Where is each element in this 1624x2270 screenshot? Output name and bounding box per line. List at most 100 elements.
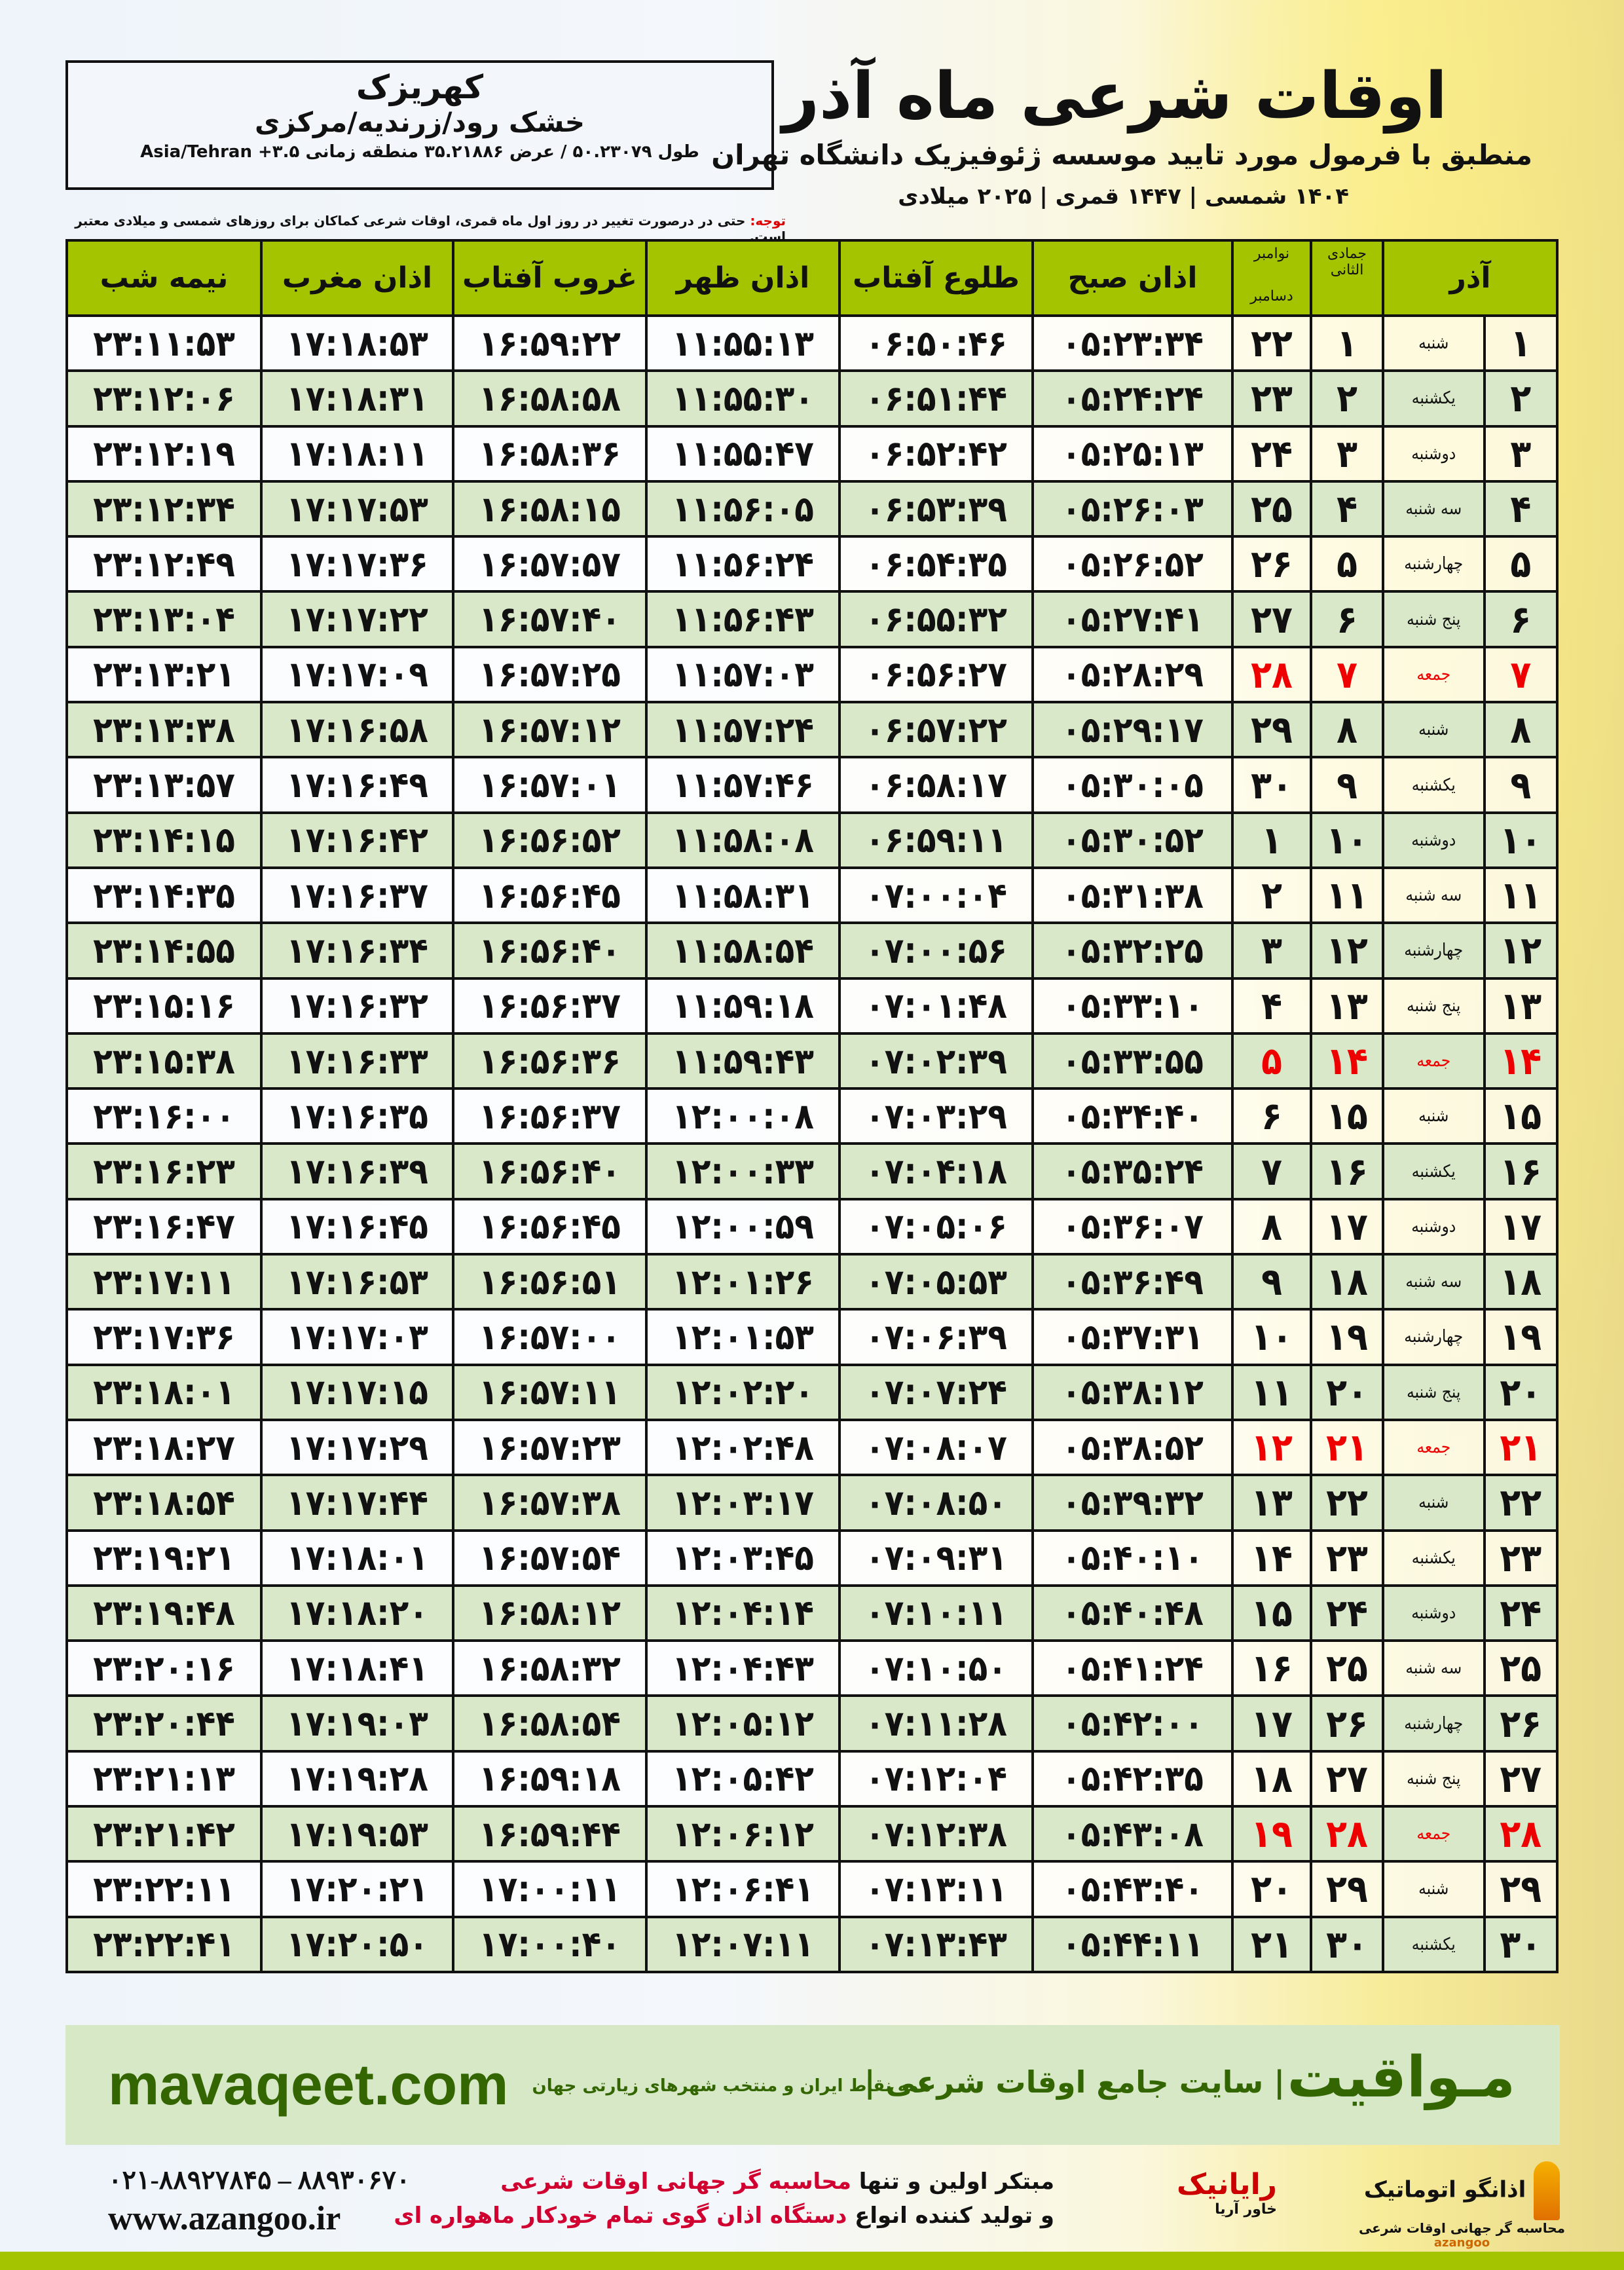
cell-gregorian-day: ۲۰: [1231, 1860, 1312, 1918]
cell-solar-day: ۲۵: [1483, 1639, 1559, 1698]
cell-gregorian-day: ۱۷: [1231, 1694, 1312, 1753]
cell-hijri-day: ۱۳: [1310, 977, 1384, 1035]
cell-gregorian-day: ۵: [1231, 1032, 1312, 1090]
site-url[interactable]: mavaqeet.com: [108, 2052, 509, 2117]
cell-weekday: جمعه: [1382, 645, 1486, 704]
dome-icon: [1534, 2161, 1560, 2220]
cell-hijri-day: ۳۰: [1310, 1915, 1384, 1973]
cell-fajr: ۰۵:۳۹:۳۲: [1031, 1474, 1234, 1532]
cell-hijri-day: ۱۰: [1310, 811, 1384, 869]
cell-solar-day: ۱۷: [1483, 1197, 1559, 1256]
cell-weekday: چهارشنبه: [1382, 1308, 1486, 1366]
cell-solar-day: ۲۰: [1483, 1363, 1559, 1421]
header-december: دسامبر: [1250, 288, 1293, 305]
cell-sunrise: ۰۷:۰۰:۵۶: [838, 921, 1034, 980]
cell-gregorian-day: ۴: [1231, 977, 1312, 1035]
cell-gregorian-day: ۶: [1231, 1087, 1312, 1145]
cell-maghrib: ۱۷:۱۶:۵۳: [260, 1253, 454, 1311]
cell-solar-day: ۱۳: [1483, 977, 1559, 1035]
cell-gregorian-day: ۱۴: [1231, 1529, 1312, 1587]
cell-maghrib: ۱۷:۱۶:۳۳: [260, 1032, 454, 1090]
cell-midnight: ۲۳:۱۸:۵۴: [65, 1474, 263, 1532]
cell-solar-day: ۹: [1483, 756, 1559, 814]
azangoo-url[interactable]: www.azangoo.ir: [108, 2200, 341, 2237]
cell-maghrib: ۱۷:۱۷:۰۹: [260, 645, 454, 704]
cell-fajr: ۰۵:۲۳:۳۴: [1031, 314, 1234, 373]
table-row: ۲۳:۲۱:۱۳ ۱۷:۱۹:۲۸ ۱۶:۵۹:۱۸ ۱۲:۰۵:۴۲ ۰۷:۱۲:۰۴…: [65, 1749, 1559, 1808]
cell-hijri-day: ۲۶: [1310, 1694, 1384, 1753]
header-november: نوامبر: [1253, 246, 1290, 262]
table-row: ۲۳:۱۹:۴۸ ۱۷:۱۸:۲۰ ۱۶:۵۸:۱۲ ۱۲:۰۴:۱۴ ۰۷:۱۰:۱۱…: [65, 1584, 1559, 1643]
rayanik-logo: رایانیک خاور آریا: [1177, 2168, 1277, 2218]
cell-solar-day: ۲۹: [1483, 1860, 1559, 1918]
cell-midnight: ۲۳:۱۷:۳۶: [65, 1308, 263, 1366]
promo-text: مبتکر اولین و تنها محاسبه گر جهانی اوقات…: [394, 2165, 1054, 2233]
page-title: اوقات شرعی ماه آذر: [782, 59, 1447, 134]
phone-numbers: ۰۲۱-۸۸۹۲۷۸۴۵ – ۸۸۹۳۰۶۷۰: [108, 2165, 411, 2195]
cell-hijri-day: ۶: [1310, 590, 1384, 648]
cell-gregorian-day: ۲۶: [1231, 535, 1312, 593]
cell-midnight: ۲۳:۱۴:۳۵: [65, 866, 263, 925]
cell-solar-day: ۴: [1483, 479, 1559, 538]
table-row: ۲۳:۱۱:۵۳ ۱۷:۱۸:۵۳ ۱۶:۵۹:۲۲ ۱۱:۵۵:۱۳ ۰۶:۵۰:۴۶…: [65, 314, 1559, 373]
cell-hijri-day: ۵: [1310, 535, 1384, 593]
cell-weekday: جمعه: [1382, 1418, 1486, 1477]
cell-sunset: ۱۷:۰۰:۱۱: [452, 1860, 648, 1918]
cell-weekday: شنبه: [1382, 1474, 1486, 1532]
cell-fajr: ۰۵:۲۴:۲۴: [1031, 369, 1234, 428]
cell-solar-day: ۳: [1483, 424, 1559, 483]
cell-dhuhr: ۱۱:۵۹:۴۳: [645, 1032, 841, 1090]
cell-weekday: شنبه: [1382, 1860, 1486, 1918]
cell-sunrise: ۰۷:۰۱:۴۸: [838, 977, 1034, 1035]
cell-sunrise: ۰۷:۱۳:۱۱: [838, 1860, 1034, 1918]
table-row: ۲۳:۱۶:۰۰ ۱۷:۱۶:۳۵ ۱۶:۵۶:۳۷ ۱۲:۰۰:۰۸ ۰۷:۰۳:۲۹…: [65, 1087, 1559, 1145]
cell-gregorian-day: ۲۲: [1231, 314, 1312, 373]
table-row: ۲۳:۲۲:۱۱ ۱۷:۲۰:۲۱ ۱۷:۰۰:۱۱ ۱۲:۰۶:۴۱ ۰۷:۱۳:۱۱…: [65, 1860, 1559, 1918]
cell-solar-day: ۲۲: [1483, 1474, 1559, 1532]
cell-gregorian-day: ۱۲: [1231, 1418, 1312, 1477]
cell-sunrise: ۰۷:۱۰:۵۰: [838, 1639, 1034, 1698]
cell-solar-day: ۱۱: [1483, 866, 1559, 925]
header-midnight: نیمه شب: [65, 239, 263, 317]
cell-gregorian-day: ۲۸: [1231, 645, 1312, 704]
cell-hijri-day: ۹: [1310, 756, 1384, 814]
cell-dhuhr: ۱۱:۵۶:۰۵: [645, 479, 841, 538]
cell-hijri-day: ۲۴: [1310, 1584, 1384, 1643]
cell-midnight: ۲۳:۲۲:۴۱: [65, 1915, 263, 1973]
cell-midnight: ۲۳:۱۱:۵۳: [65, 314, 263, 373]
cell-dhuhr: ۱۱:۵۶:۴۳: [645, 590, 841, 648]
cell-maghrib: ۱۷:۱۸:۳۱: [260, 369, 454, 428]
cell-dhuhr: ۱۱:۵۵:۴۷: [645, 424, 841, 483]
cell-hijri-day: ۴: [1310, 479, 1384, 538]
cell-midnight: ۲۳:۲۰:۴۴: [65, 1694, 263, 1753]
cell-sunset: ۱۶:۵۸:۱۲: [452, 1584, 648, 1643]
cell-sunrise: ۰۶:۵۴:۳۵: [838, 535, 1034, 593]
cell-weekday: سه شنبه: [1382, 1639, 1486, 1698]
year-line: ۱۴۰۴ شمسی | ۱۴۴۷ قمری | ۲۰۲۵ میلادی: [898, 183, 1349, 210]
azangoo-sub: محاسبه گر جهانی اوقات شرعی: [1358, 2220, 1565, 2236]
cell-dhuhr: ۱۱:۵۹:۱۸: [645, 977, 841, 1035]
cell-fajr: ۰۵:۲۷:۴۱: [1031, 590, 1234, 648]
cell-gregorian-day: ۱۰: [1231, 1308, 1312, 1366]
cell-hijri-day: ۲: [1310, 369, 1384, 428]
cell-midnight: ۲۳:۱۵:۱۶: [65, 977, 263, 1035]
cell-fajr: ۰۵:۲۶:۰۳: [1031, 479, 1234, 538]
cell-gregorian-day: ۲: [1231, 866, 1312, 925]
cell-weekday: پنج شنبه: [1382, 1363, 1486, 1421]
header-dhuhr: اذان ظهر: [645, 239, 841, 317]
cell-solar-day: ۲: [1483, 369, 1559, 428]
cell-dhuhr: ۱۲:۰۷:۱۱: [645, 1915, 841, 1973]
cell-gregorian-day: ۲۱: [1231, 1915, 1312, 1973]
cell-weekday: پنج شنبه: [1382, 590, 1486, 648]
cell-hijri-day: ۲۳: [1310, 1529, 1384, 1587]
cell-hijri-day: ۲۰: [1310, 1363, 1384, 1421]
bottom-bar: [0, 2252, 1624, 2270]
cell-weekday: چهارشنبه: [1382, 1694, 1486, 1753]
cell-solar-day: ۱۵: [1483, 1087, 1559, 1145]
brand-logo: مـواقیت: [1287, 2045, 1516, 2110]
coordinates: طول ۵۰.۲۳۰۷۹ / عرض ۳۵.۲۱۸۸۶ منطقه زمانی …: [140, 142, 699, 162]
azangoo-name: اذانگو اتوماتیک: [1363, 2176, 1526, 2203]
cell-hijri-day: ۱: [1310, 314, 1384, 373]
note: توجه: حتی در درصورت تغییر در روز اول ماه…: [65, 213, 786, 244]
cell-solar-day: ۷: [1483, 645, 1559, 704]
